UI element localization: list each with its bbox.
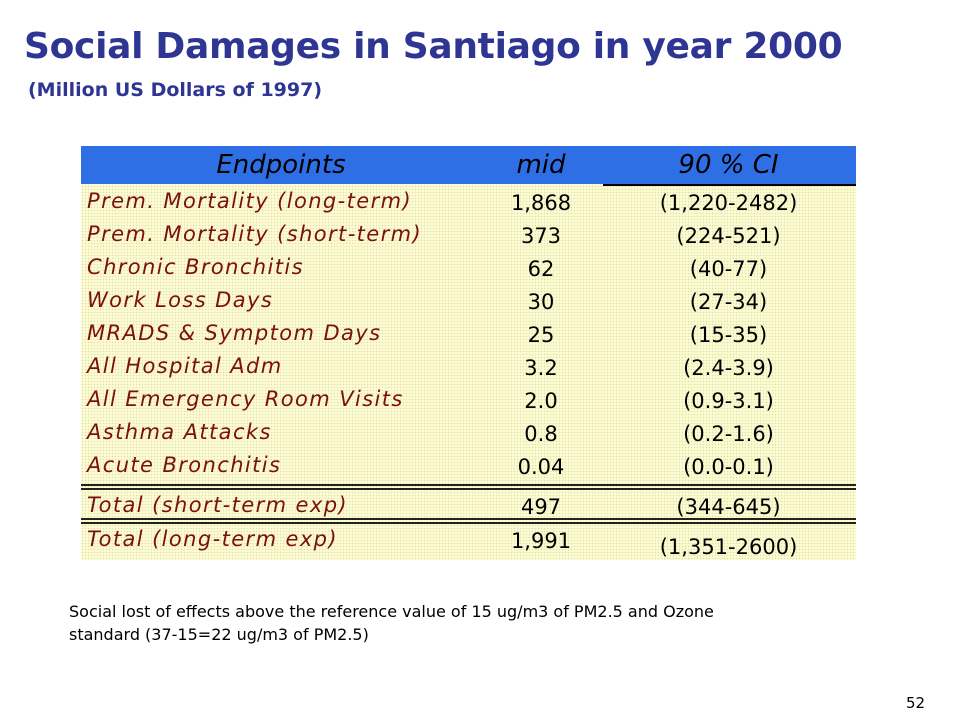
ci-cell: (224-521)	[676, 224, 781, 248]
table-row: Work Loss Days 30 (27-34)	[81, 285, 856, 318]
footnote-line: standard (37-15=22 ug/m3 of PM2.5)	[69, 625, 369, 644]
table-row: All Emergency Room Visits 2.0 (0.9-3.1)	[81, 384, 856, 417]
endpoint-cell: All Emergency Room Visits	[87, 387, 404, 411]
damages-table: Endpoints mid 90 % CI Prem. Mortality (l…	[81, 146, 856, 560]
endpoint-cell: MRADS & Symptom Days	[87, 321, 382, 345]
endpoint-cell: Acute Bronchitis	[87, 453, 282, 477]
page-number: 52	[906, 694, 926, 712]
table-row: Prem. Mortality (long-term) 1,868 (1,220…	[81, 186, 856, 219]
table-row: Chronic Bronchitis 62 (40-77)	[81, 252, 856, 285]
endpoint-cell: Work Loss Days	[87, 288, 274, 312]
divider-line	[81, 522, 856, 524]
mid-cell: 1,868	[510, 191, 572, 215]
mid-cell: 1,991	[510, 529, 572, 553]
ci-cell: (0.2-1.6)	[683, 422, 774, 446]
ci-cell: (40-77)	[689, 257, 768, 281]
ci-cell: (27-34)	[689, 290, 768, 314]
header-underline	[603, 184, 856, 186]
ci-cell: (0.9-3.1)	[683, 389, 774, 413]
endpoint-cell: Asthma Attacks	[87, 420, 272, 444]
table-row: Prem. Mortality (short-term) 373 (224-52…	[81, 219, 856, 252]
mid-cell: 0.8	[524, 422, 558, 446]
table-row: MRADS & Symptom Days 25 (15-35)	[81, 318, 856, 351]
endpoint-cell: Prem. Mortality (short-term)	[87, 222, 423, 246]
ci-cell: (1,220-2482)	[659, 191, 798, 215]
mid-cell: 62	[527, 257, 555, 281]
divider-line	[81, 518, 856, 520]
ci-cell: (0.0-0.1)	[683, 455, 774, 479]
table-row: All Hospital Adm 3.2 (2.4-3.9)	[81, 351, 856, 384]
mid-cell: 0.04	[517, 455, 565, 479]
slide-title: Social Damages in Santiago in year 2000	[24, 26, 843, 67]
total-row: Total (long-term exp) 1,991 (1,351-2600)	[81, 524, 856, 559]
table-row: Asthma Attacks 0.8 (0.2-1.6)	[81, 417, 856, 450]
footnote-line: Social lost of effects above the referen…	[69, 602, 714, 621]
endpoint-cell: Prem. Mortality (long-term)	[87, 189, 413, 213]
ci-cell: (1,351-2600)	[659, 535, 798, 559]
header-ci: 90 % CI	[678, 150, 779, 180]
slide-subtitle: (Million US Dollars of 1997)	[28, 79, 323, 101]
divider-line	[81, 484, 856, 486]
table-header: Endpoints mid 90 % CI	[81, 146, 856, 184]
total-row: Total (short-term exp) 497 (344-645)	[81, 490, 856, 523]
ci-cell: (15-35)	[689, 323, 768, 347]
ci-cell: (344-645)	[676, 495, 781, 519]
header-mid: mid	[516, 150, 566, 180]
mid-cell: 497	[520, 495, 562, 519]
header-endpoints: Endpoints	[216, 150, 346, 180]
footnote: Social lost of effects above the referen…	[69, 600, 714, 646]
mid-cell: 2.0	[524, 389, 558, 413]
mid-cell: 25	[527, 323, 555, 347]
mid-cell: 3.2	[524, 356, 558, 380]
mid-cell: 30	[527, 290, 555, 314]
table-row: Acute Bronchitis 0.04 (0.0-0.1)	[81, 450, 856, 483]
divider-line	[81, 488, 856, 490]
mid-cell: 373	[520, 224, 562, 248]
endpoint-cell: All Hospital Adm	[87, 354, 283, 378]
endpoint-cell: Total (short-term exp)	[87, 493, 349, 517]
endpoint-cell: Chronic Bronchitis	[87, 255, 304, 279]
endpoint-cell: Total (long-term exp)	[87, 527, 338, 551]
ci-cell: (2.4-3.9)	[683, 356, 774, 380]
